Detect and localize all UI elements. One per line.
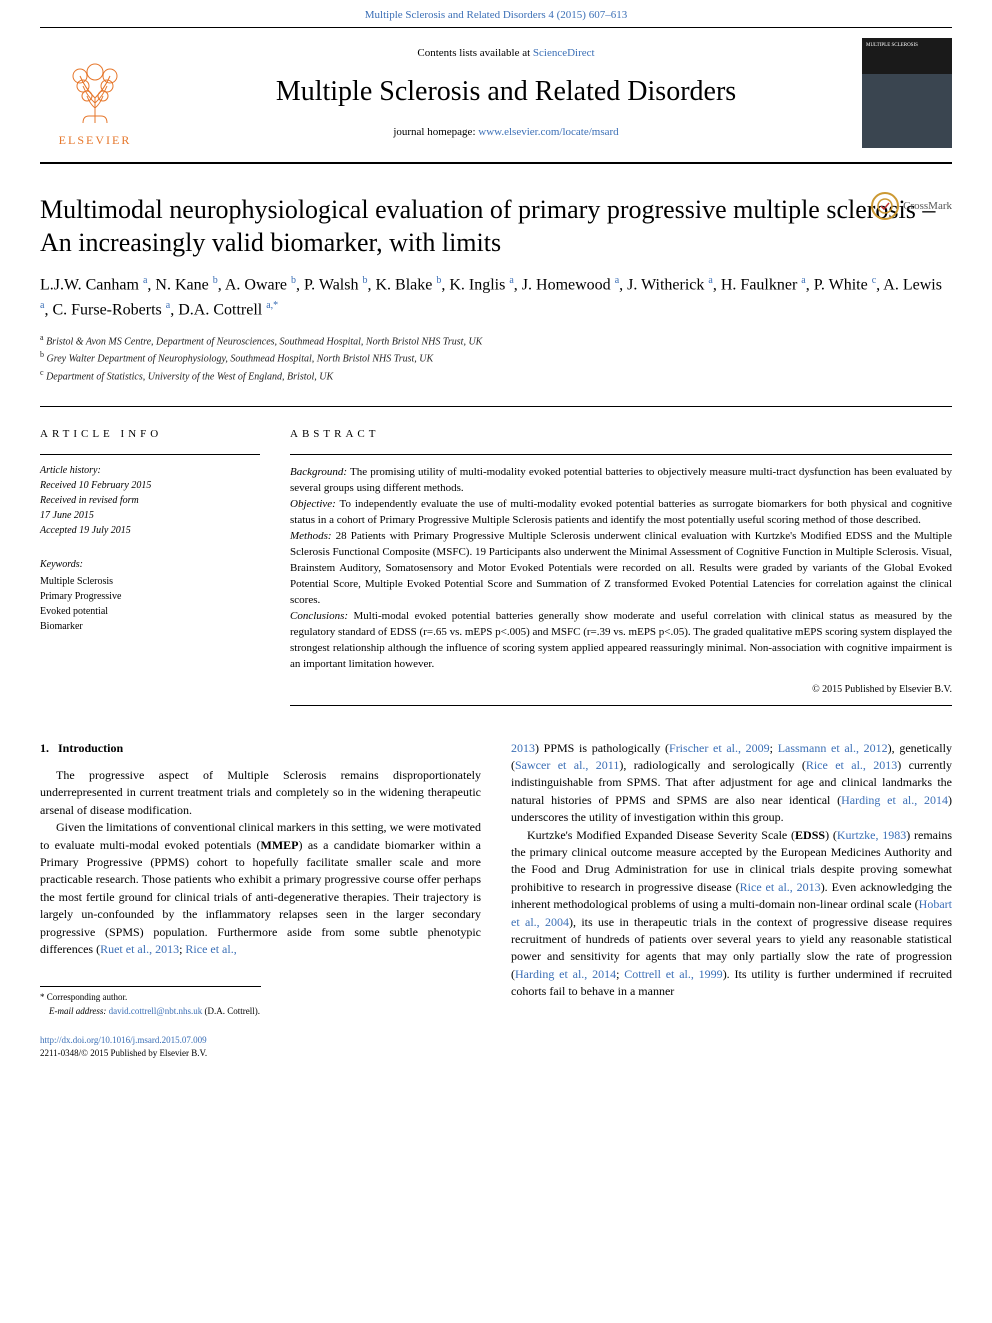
article-title-block: CrossMark Multimodal neurophysiological …: [0, 164, 992, 390]
abstract-rule: [290, 454, 952, 455]
affiliation: c Department of Statistics, University o…: [40, 367, 952, 384]
section-number: 1.: [40, 741, 49, 755]
keyword: Biomarker: [40, 619, 260, 634]
article-info-col: ARTICLE INFO Article history: Received 1…: [40, 407, 260, 716]
keywords-head: Keywords:: [40, 558, 260, 572]
crossmark-badge[interactable]: CrossMark: [871, 192, 952, 220]
top-citation-bar: Multiple Sclerosis and Related Disorders…: [0, 0, 992, 27]
cover-image-placeholder: [862, 74, 952, 148]
info-rule: [40, 454, 260, 455]
history-line: 17 June 2015: [40, 508, 260, 523]
publisher-logo: ELSEVIER: [40, 38, 150, 148]
meta-abstract-row: ARTICLE INFO Article history: Received 1…: [40, 406, 952, 716]
affiliation-list: a Bristol & Avon MS Centre, Department o…: [40, 332, 952, 384]
corr-asterisk: * Corresponding author.: [40, 992, 127, 1002]
footer-doi-block: http://dx.doi.org/10.1016/j.msard.2015.0…: [0, 1028, 992, 1077]
corresponding-author-note: * Corresponding author. E-mail address: …: [40, 986, 261, 1018]
abstract-bottom-rule: [290, 705, 952, 706]
homepage-line: journal homepage: www.elsevier.com/locat…: [170, 125, 842, 140]
affiliation: b Grey Walter Department of Neurophysiol…: [40, 349, 952, 366]
corr-email-link[interactable]: david.cottrell@nbt.nhs.uk: [109, 1006, 203, 1016]
body-paragraph: Given the limitations of conventional cl…: [40, 819, 481, 958]
abstract-head: ABSTRACT: [290, 427, 952, 442]
keywords-list: Multiple Sclerosis Primary Progressive E…: [40, 574, 260, 634]
body-columns: 1. Introduction The progressive aspect o…: [0, 716, 992, 1029]
journal-header: ELSEVIER Contents lists available at Sci…: [0, 28, 992, 162]
copyright-line: © 2015 Published by Elsevier B.V.: [290, 683, 952, 697]
body-paragraph: 2013) PPMS is pathologically (Frischer e…: [511, 740, 952, 827]
history-line: Received 10 February 2015: [40, 478, 260, 493]
publisher-name: ELSEVIER: [59, 132, 132, 149]
author-list: L.J.W. Canham a, N. Kane b, A. Oware b, …: [40, 273, 952, 322]
contents-line: Contents lists available at ScienceDirec…: [170, 46, 842, 61]
corr-email-suffix: (D.A. Cottrell).: [202, 1006, 260, 1016]
journal-name: Multiple Sclerosis and Related Disorders: [170, 72, 842, 111]
crossmark-label: CrossMark: [903, 199, 952, 214]
keyword: Primary Progressive: [40, 589, 260, 604]
history-line: Accepted 19 July 2015: [40, 523, 260, 538]
issn-copyright: 2211-0348/© 2015 Published by Elsevier B…: [40, 1048, 207, 1058]
elsevier-tree-icon: [55, 58, 135, 128]
right-column: 2013) PPMS is pathologically (Frischer e…: [511, 740, 952, 1019]
email-label: E-mail address:: [49, 1006, 109, 1016]
top-citation-link[interactable]: Multiple Sclerosis and Related Disorders…: [365, 9, 627, 21]
body-paragraph: Kurtzke's Modified Expanded Disease Seve…: [511, 827, 952, 1001]
keyword: Multiple Sclerosis: [40, 574, 260, 589]
left-column: 1. Introduction The progressive aspect o…: [40, 740, 481, 1019]
homepage-link[interactable]: www.elsevier.com/locate/msard: [478, 126, 618, 138]
affiliation: a Bristol & Avon MS Centre, Department o…: [40, 332, 952, 349]
keyword: Evoked potential: [40, 604, 260, 619]
history-line: Received in revised form: [40, 493, 260, 508]
sciencedirect-link[interactable]: ScienceDirect: [533, 47, 595, 59]
abstract-body: Background: The promising utility of mul…: [290, 465, 952, 672]
header-center: Contents lists available at ScienceDirec…: [170, 46, 842, 140]
section-heading: 1. Introduction: [40, 740, 481, 757]
crossmark-icon: [871, 192, 899, 220]
article-title: Multimodal neurophysiological evaluation…: [40, 194, 952, 259]
contents-prefix: Contents lists available at: [417, 47, 532, 59]
body-paragraph: The progressive aspect of Multiple Scler…: [40, 767, 481, 819]
journal-cover-thumb: MULTIPLE SCLEROSIS: [862, 38, 952, 148]
homepage-prefix: journal homepage:: [393, 126, 478, 138]
history-head: Article history:: [40, 463, 260, 478]
cover-title: MULTIPLE SCLEROSIS: [862, 38, 952, 74]
doi-link[interactable]: http://dx.doi.org/10.1016/j.msard.2015.0…: [40, 1035, 207, 1045]
article-info-head: ARTICLE INFO: [40, 427, 260, 442]
section-title: Introduction: [58, 741, 123, 755]
abstract-col: ABSTRACT Background: The promising utili…: [290, 407, 952, 716]
article-history: Article history: Received 10 February 20…: [40, 463, 260, 538]
